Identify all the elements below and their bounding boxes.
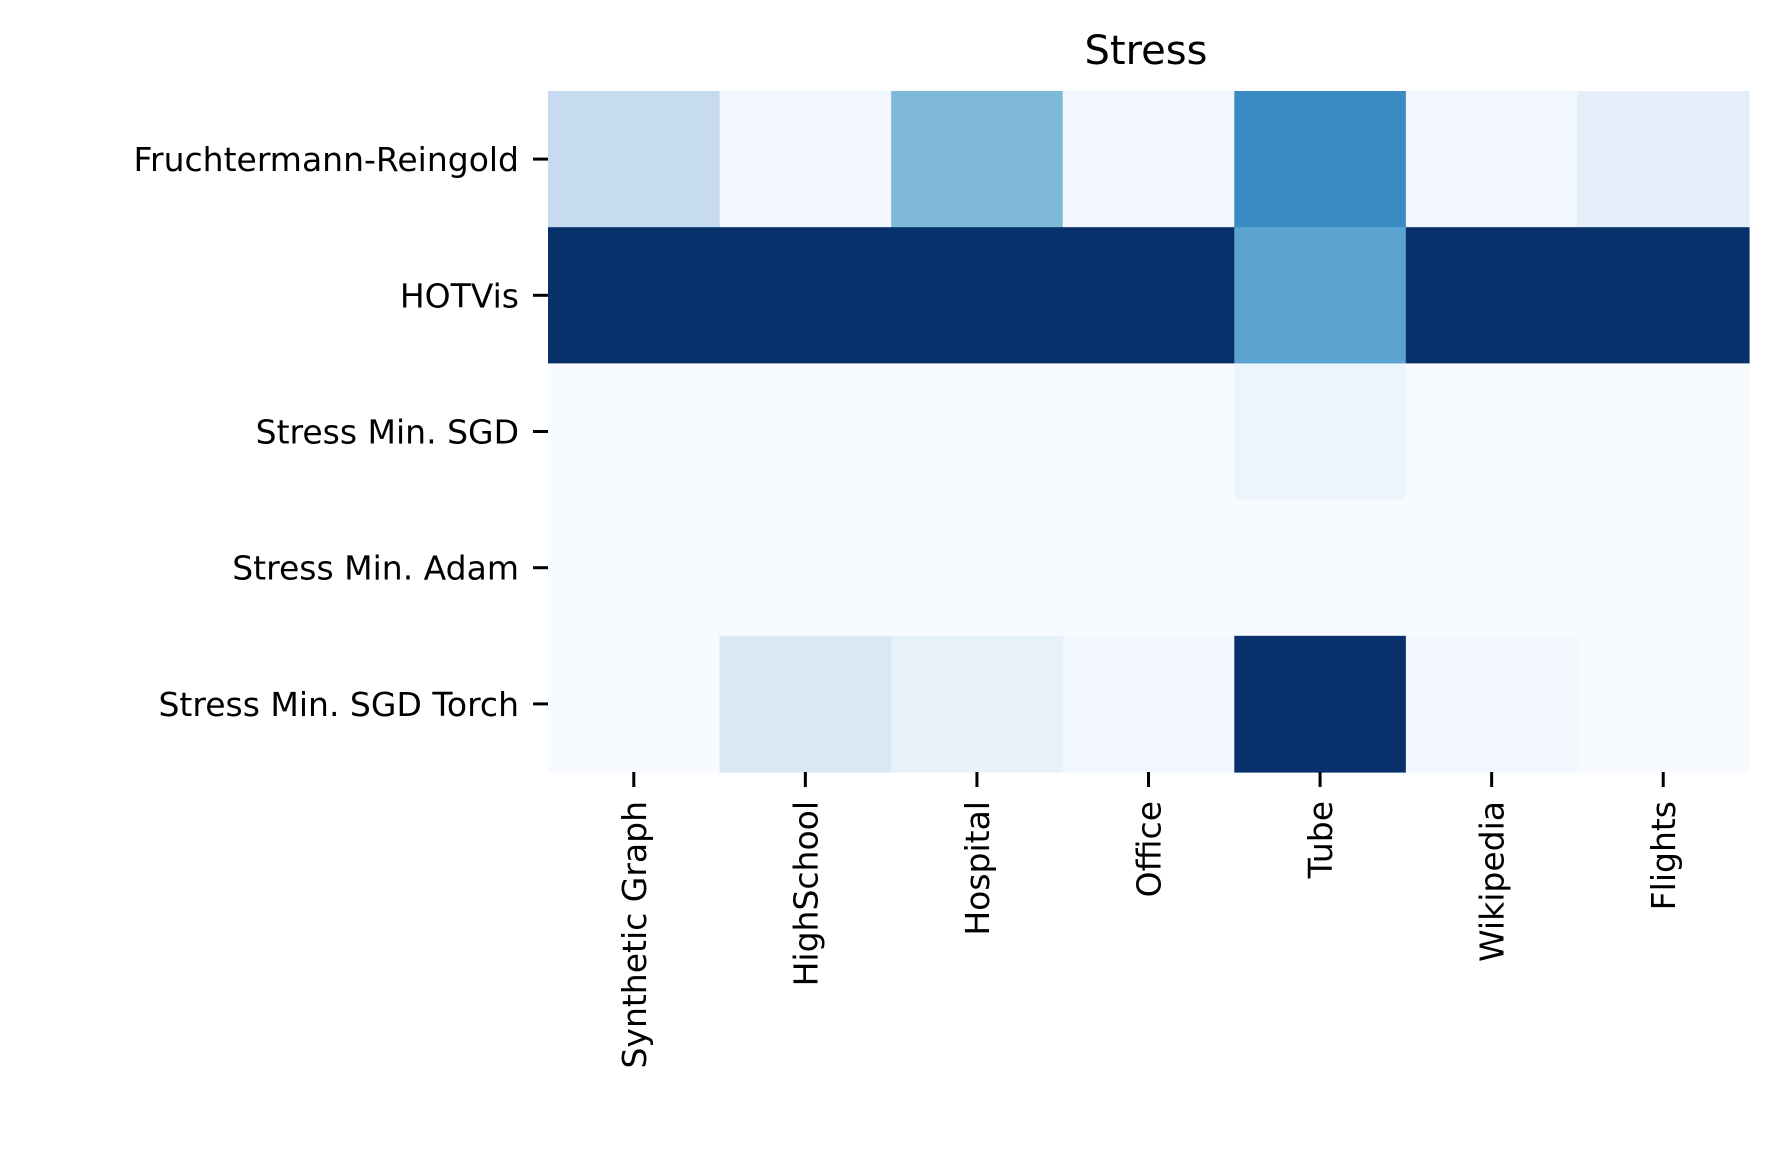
heatmap-cell-stress-min-sgd-torch-synthetic-graph [548, 635, 721, 773]
heatmap-cell-stress-min-sgd-highschool [719, 363, 892, 501]
x-tick-label: Synthetic Graph [615, 801, 654, 1069]
heatmap-cell-stress-min-sgd-office [1062, 363, 1235, 501]
heatmap-cell-fruchtermann-reingold-hospital [891, 91, 1064, 228]
heatmap-cell-stress-min-sgd-hospital [891, 363, 1064, 501]
heatmap-cell-stress-min-sgd-torch-flights [1577, 635, 1750, 773]
heatmap-cell-fruchtermann-reingold-flights [1577, 91, 1750, 228]
heatmap-cell-stress-min-adam-flights [1577, 499, 1750, 637]
heatmap-cell-fruchtermann-reingold-highschool [719, 91, 892, 228]
heatmap-cell-stress-min-sgd-torch-tube [1234, 635, 1407, 773]
heatmap-cell-stress-min-adam-hospital [891, 499, 1064, 637]
chart-title: Stress [1085, 28, 1208, 74]
heatmap-cells [548, 91, 1750, 773]
y-tick-label: Fruchtermann-Reingold [133, 140, 519, 179]
y-tick-label: HOTVis [400, 276, 519, 315]
heatmap-cell-stress-min-sgd-torch-hospital [891, 635, 1064, 773]
heatmap-cell-stress-min-adam-wikipedia [1405, 499, 1579, 637]
heatmap-cell-stress-min-adam-synthetic-graph [548, 499, 721, 637]
y-axis: Fruchtermann-Reingold HOTVis Stress Min. S… [133, 140, 548, 724]
heatmap-cell-hotvis-tube [1234, 227, 1407, 364]
heatmap-cell-hotvis-flights [1577, 227, 1750, 364]
heatmap-cell-fruchtermann-reingold-tube [1234, 91, 1407, 228]
heatmap-cell-stress-min-sgd-torch-office [1062, 635, 1235, 773]
heatmap-cell-hotvis-office [1062, 227, 1235, 364]
heatmap-cell-stress-min-sgd-wikipedia [1405, 363, 1579, 501]
y-tick-label: Stress Min. SGD [256, 413, 519, 452]
heatmap-cell-hotvis-highschool [719, 227, 892, 364]
heatmap-cell-stress-min-sgd-torch-wikipedia [1405, 635, 1579, 773]
heatmap-cell-stress-min-adam-tube [1234, 499, 1407, 637]
heatmap-cell-stress-min-adam-highschool [719, 499, 892, 637]
y-tick-label: Stress Min. SGD Torch [158, 685, 519, 724]
heatmap-cell-fruchtermann-reingold-office [1062, 91, 1235, 228]
heatmap-cell-stress-min-sgd-tube [1234, 363, 1407, 501]
x-tick-label: HighSchool [786, 801, 825, 986]
heatmap-cell-stress-min-sgd-flights [1577, 363, 1750, 501]
heatmap-cell-stress-min-sgd-torch-highschool [719, 635, 892, 773]
x-tick-label: Wikipedia [1473, 801, 1512, 962]
heatmap-cell-stress-min-adam-office [1062, 499, 1235, 637]
heatmap-cell-hotvis-synthetic-graph [548, 227, 721, 364]
heatmap-cell-hotvis-hospital [891, 227, 1064, 364]
x-tick-label: Hospital [958, 801, 997, 936]
x-axis: Synthetic Graph HighSchool Hospital Office T… [615, 772, 1683, 1069]
x-tick-label: Flights [1644, 801, 1683, 910]
y-tick-label: Stress Min. Adam [232, 549, 519, 588]
x-tick-label: Office [1130, 801, 1169, 897]
x-tick-label: Tube [1301, 801, 1340, 879]
heatmap-cell-fruchtermann-reingold-wikipedia [1405, 91, 1579, 228]
heatmap-cell-fruchtermann-reingold-synthetic-graph [548, 91, 721, 228]
heatmap-cell-hotvis-wikipedia [1405, 227, 1579, 364]
heatmap-cell-stress-min-sgd-synthetic-graph [548, 363, 721, 501]
